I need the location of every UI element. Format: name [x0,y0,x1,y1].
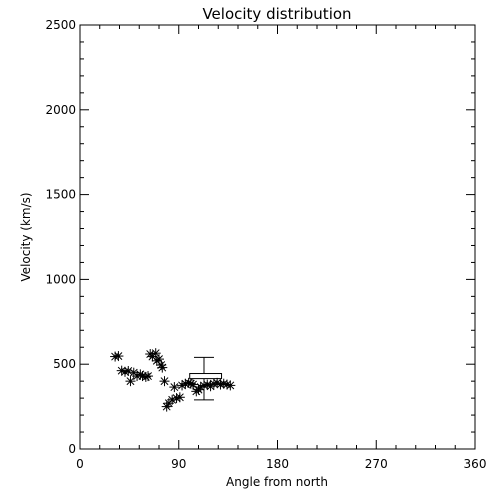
data-point [113,351,124,362]
x-tick-label: 90 [171,457,186,471]
y-axis: 0 500 1000 1500 2000 2500 [45,18,475,456]
y-tick-label: 2000 [45,103,76,117]
y-tick-label: 2500 [45,18,76,32]
x-tick-label: 270 [365,457,388,471]
data-point [157,362,168,373]
y-tick-label: 1000 [45,272,76,286]
x-axis-label: Angle from north [226,475,328,489]
y-tick-label: 1500 [45,188,76,202]
data-point [169,382,180,393]
data-point [167,394,178,405]
data-point [125,376,136,387]
x-axis: 0 90 180 270 360 [76,25,486,471]
y-axis-label: Velocity (km/s) [19,192,33,281]
y-tick-label: 500 [53,357,76,371]
data-point [119,366,130,377]
data-point [174,392,185,403]
error-box [189,373,223,380]
x-tick-label: 180 [266,457,289,471]
plot-frame [79,24,476,450]
error-bar [189,356,223,401]
data-point [150,348,161,359]
data-point [159,376,170,387]
chart-title: Velocity distribution [202,5,351,23]
y-tick-label: 0 [68,442,76,456]
x-tick-label: 0 [76,457,84,471]
data-points [110,348,236,412]
data-point [225,380,236,391]
x-tick-label: 360 [464,457,487,471]
data-point [195,382,206,393]
data-point [143,371,154,382]
